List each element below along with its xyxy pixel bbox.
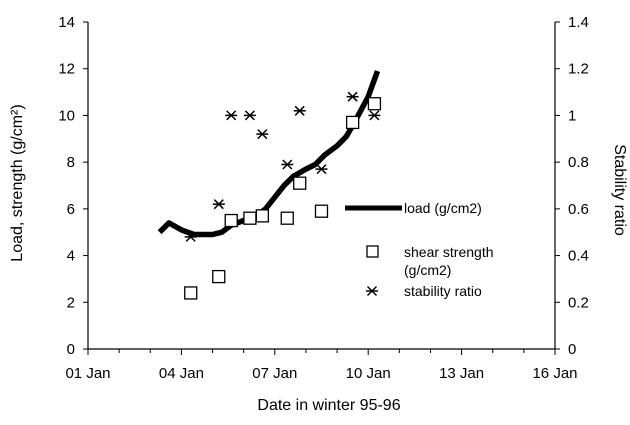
shear-strength-point [224,213,238,228]
stability-ratio-point [368,110,381,121]
shear-strength-point [280,211,294,225]
legend-stability-label: stability ratio [404,283,482,299]
x-tick-label: 16 Jan [532,365,577,382]
stability-ratio-point [243,110,256,121]
y-left-tick-label: 8 [67,154,75,171]
stability-ratio-point [225,110,238,121]
y-left-tick-label: 2 [67,294,75,311]
y-right-tick-label: 1.4 [568,14,589,31]
legend-load-label: load (g/cm2) [404,200,482,216]
y-left-tick-label: 14 [58,14,75,31]
y-right-tick-label: 0.6 [568,201,589,218]
x-tick-label: 01 Jan [65,365,110,382]
y-right-ticks: 0 0.2 0.4 0.6 0.8 1 1.2 1.4 [555,14,589,358]
y-right-tick-label: 0.2 [568,294,589,311]
y-right-axis-title: Stability ratio [611,144,628,236]
y-right-tick-label: 0.8 [568,154,589,171]
y-left-tick-label: 10 [58,107,75,124]
stability-ratio-point [315,164,328,175]
y-left-ticks: 0 2 4 6 8 10 12 14 [58,14,88,358]
plot-area: 01 Jan 04 Jan 07 Jan 10 Jan 13 Jan 16 Jan 0 2 4… [58,14,589,382]
x-tick-label: 07 Jan [252,365,297,382]
shear-strength-point [293,176,307,190]
legend-shear-swatch [366,245,379,258]
stability-ratio-point [212,199,225,210]
y-left-axis-title: Load, strength (g/cm²) [9,104,26,261]
stability-ratio-point [256,129,269,140]
shear-strength-point [314,204,329,218]
stability-ratio-point [281,159,294,170]
series-layer [157,70,382,300]
shear-strength-point [367,97,382,111]
legend-stability-swatch [366,285,378,297]
shear-strength-point [243,211,257,225]
legend: load (g/cm2) shear strength (g/cm2) stabi… [345,200,494,299]
x-tick-label: 04 Jan [159,365,204,382]
stability-ratio-point [346,91,359,102]
y-right-tick-label: 1.2 [568,61,589,78]
shear-strength-point [255,209,269,223]
y-right-tick-label: 1 [568,107,576,124]
x-tick-label: 10 Jan [346,365,391,382]
y-left-tick-label: 12 [58,61,75,78]
y-left-tick-label: 4 [67,248,75,265]
x-ticks: 01 Jan 04 Jan 07 Jan 10 Jan 13 Jan 16 Jan [65,349,578,382]
y-right-tick-label: 0.4 [568,248,589,265]
load-line [157,70,381,238]
y-right-tick-label: 0 [568,341,576,358]
shear-strength-point [212,269,226,284]
stability-ratio-point [293,105,306,116]
stability-ratio-point [184,231,197,242]
x-axis-title: Date in winter 95-96 [257,397,400,414]
legend-shear-label: shear strength (g/cm2) [404,244,494,278]
shear-strength-point [345,115,360,130]
y-left-tick-label: 6 [67,201,75,218]
x-tick-label: 13 Jan [439,365,484,382]
y-left-tick-label: 0 [67,341,75,358]
shear-strength-point [184,286,198,300]
